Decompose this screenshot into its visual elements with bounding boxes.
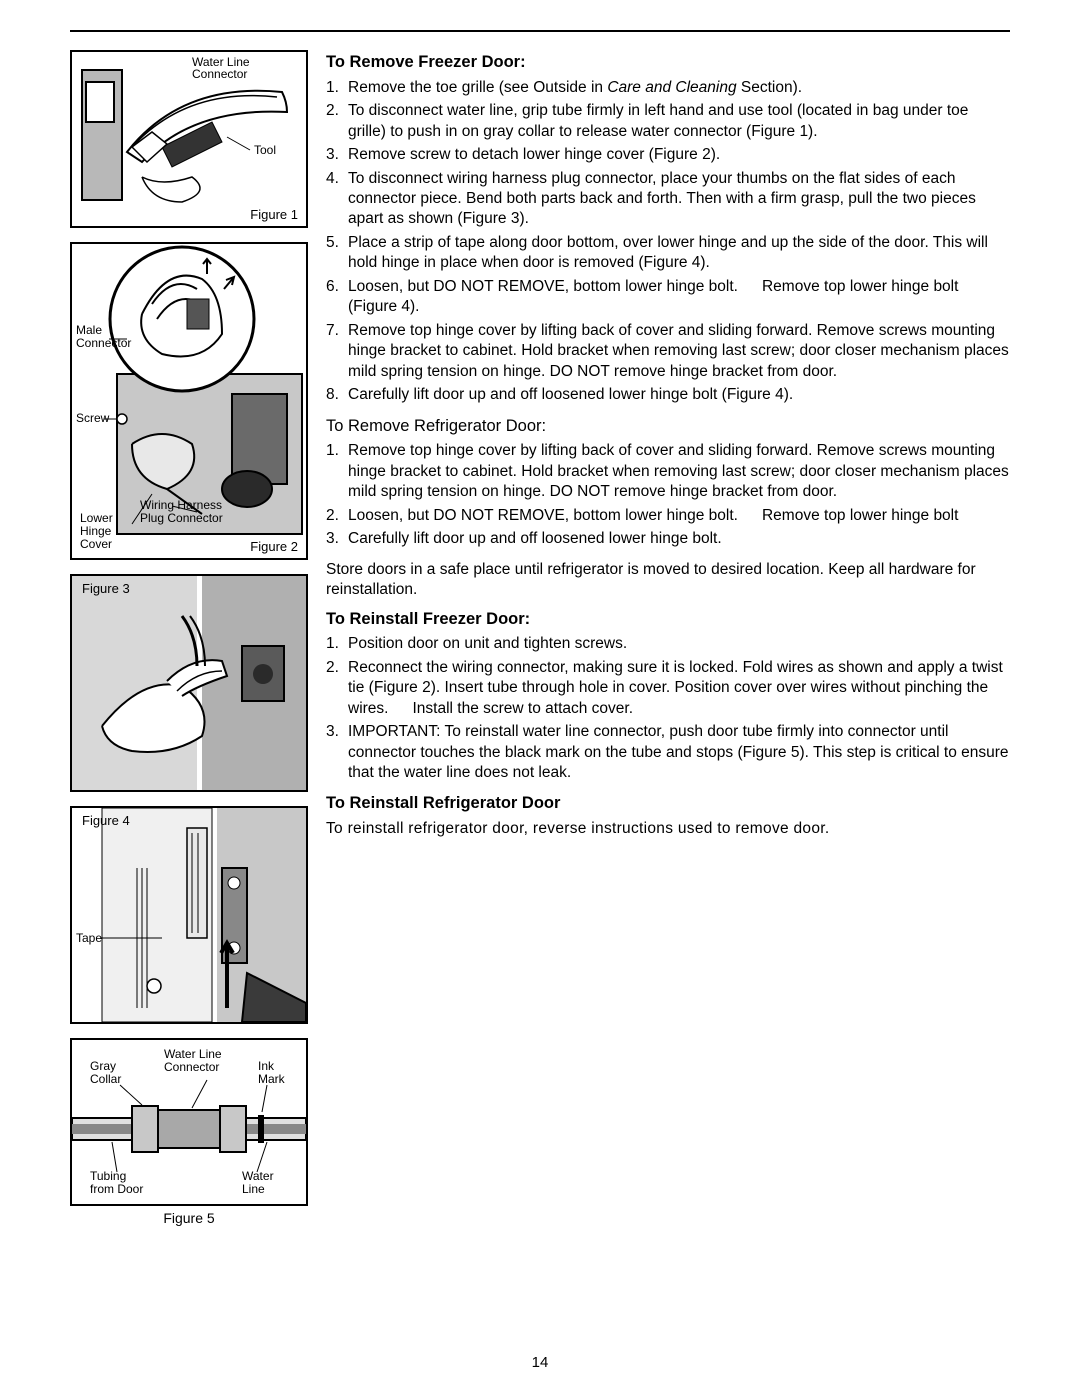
list-remove-fridge: 1.Remove top hinge cover by lifting back… bbox=[326, 441, 1010, 549]
fig2-label-connector: Connector bbox=[76, 337, 131, 350]
figure-4: Figure 4 Tape bbox=[70, 806, 308, 1024]
list-item: 3.Remove screw to detach lower hinge cov… bbox=[326, 145, 1010, 165]
list-item: 2.Loosen, but DO NOT REMOVE, bottom lowe… bbox=[326, 506, 1010, 526]
figure-5: Gray Collar Water Line Connector Ink Mar… bbox=[70, 1038, 308, 1206]
fig5-label-line: Line bbox=[242, 1183, 265, 1196]
fig5-caption: Figure 5 bbox=[70, 1210, 308, 1226]
text-reinstall-fridge: To reinstall refrigerator door, reverse … bbox=[326, 819, 1010, 839]
list-item: 6.Loosen, but DO NOT REMOVE, bottom lowe… bbox=[326, 277, 1010, 318]
list-item: 1.Position door on unit and tighten scre… bbox=[326, 634, 1010, 654]
fig1-label-tool: Tool bbox=[254, 144, 276, 157]
fig2-label-screw: Screw bbox=[76, 412, 109, 425]
text-column: To Remove Freezer Door: 1.Remove the toe… bbox=[326, 50, 1010, 1226]
figure-5-wrap: Gray Collar Water Line Connector Ink Mar… bbox=[70, 1038, 308, 1226]
list-item: 7.Remove top hinge cover by lifting back… bbox=[326, 321, 1010, 382]
list-item: 2.Reconnect the wiring connector, making… bbox=[326, 658, 1010, 719]
fig3-caption: Figure 3 bbox=[82, 582, 130, 596]
page-number: 14 bbox=[0, 1354, 1080, 1371]
list-reinstall-freezer: 1.Position door on unit and tighten scre… bbox=[326, 634, 1010, 783]
list-item: 1.Remove the toe grille (see Outside in … bbox=[326, 78, 1010, 98]
fig5-label-mark: Mark bbox=[258, 1073, 285, 1086]
page: Water Line Connector Tool Figure 1 bbox=[0, 0, 1080, 1246]
figure-1: Water Line Connector Tool Figure 1 bbox=[70, 50, 308, 228]
fig2-label-plug: Plug Connector bbox=[140, 512, 223, 525]
fig2-label-cover: Cover bbox=[80, 538, 112, 551]
heading-reinstall-freezer: To Reinstall Freezer Door: bbox=[326, 609, 1010, 631]
figures-column: Water Line Connector Tool Figure 1 bbox=[70, 50, 308, 1226]
content-row: Water Line Connector Tool Figure 1 bbox=[70, 50, 1010, 1226]
list-item: 5.Place a strip of tape along door botto… bbox=[326, 233, 1010, 274]
fig2-caption: Figure 2 bbox=[250, 540, 298, 554]
fig5-label-fromdoor: from Door bbox=[90, 1183, 143, 1196]
list-item: 1.Remove top hinge cover by lifting back… bbox=[326, 441, 1010, 502]
list-item: 3.Carefully lift door up and off loosene… bbox=[326, 529, 1010, 549]
fig5-label-collar: Collar bbox=[90, 1073, 121, 1086]
list-item: 4.To disconnect wiring harness plug conn… bbox=[326, 169, 1010, 230]
fig4-caption: Figure 4 bbox=[82, 814, 130, 828]
figure-2: Male Connector Screw Wiring Harness Plug… bbox=[70, 242, 308, 560]
list-item: 3.IMPORTANT: To reinstall water line con… bbox=[326, 722, 1010, 783]
heading-reinstall-fridge: To Reinstall Refrigerator Door bbox=[326, 793, 1010, 815]
figure-3: Figure 3 bbox=[70, 574, 308, 792]
list-remove-freezer: 1.Remove the toe grille (see Outside in … bbox=[326, 78, 1010, 406]
heading-remove-freezer: To Remove Freezer Door: bbox=[326, 52, 1010, 74]
fig1-caption: Figure 1 bbox=[250, 208, 298, 222]
list-item: 2.To disconnect water line, grip tube fi… bbox=[326, 101, 1010, 142]
top-rule bbox=[70, 30, 1010, 32]
note-store-doors: Store doors in a safe place until refrig… bbox=[326, 560, 1010, 601]
list-item: 8.Carefully lift door up and off loosene… bbox=[326, 385, 1010, 405]
fig1-label-connector: Connector bbox=[192, 68, 247, 81]
heading-remove-fridge: To Remove Refrigerator Door: bbox=[326, 416, 1010, 438]
fig5-label-connector: Connector bbox=[164, 1061, 219, 1074]
fig4-label-tape: Tape bbox=[76, 932, 102, 945]
